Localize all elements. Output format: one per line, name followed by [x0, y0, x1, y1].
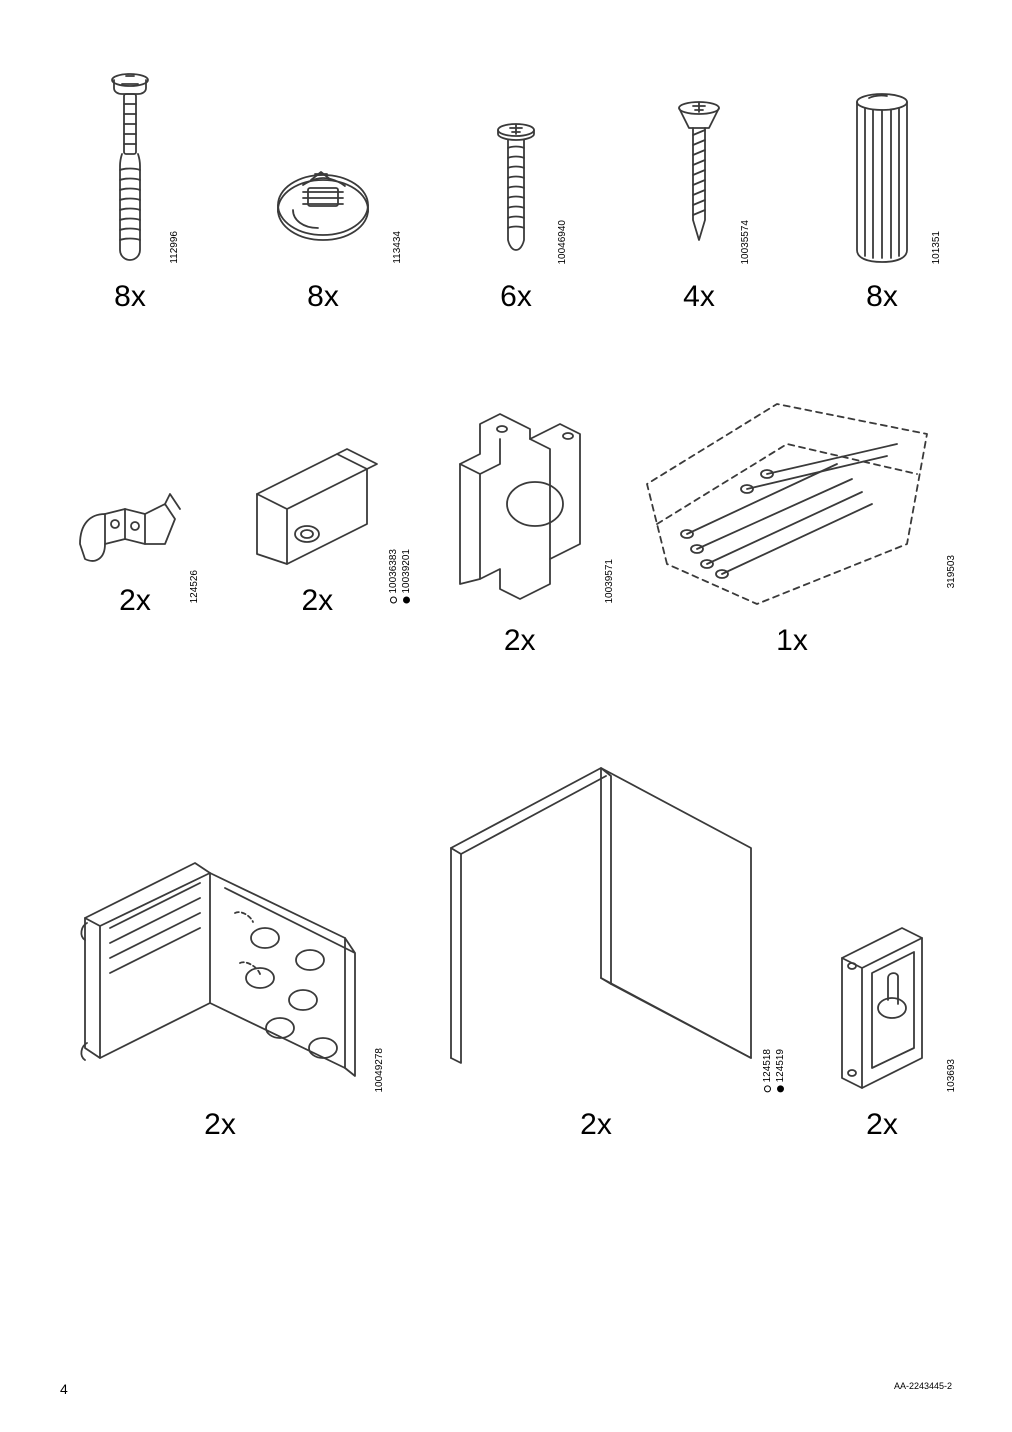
- panel-icon: [411, 728, 781, 1098]
- quantity: 1x: [776, 624, 808, 658]
- quantity: 6x: [500, 280, 532, 314]
- part-number: 10035574: [740, 220, 751, 265]
- quantity: 2x: [580, 1108, 612, 1142]
- part-wall-plate: 10039571 2x: [425, 374, 615, 658]
- part-numbers: 124518 124519: [762, 1049, 786, 1092]
- part-dowel: 101351 8x: [812, 70, 952, 314]
- screw-icon: [486, 120, 546, 270]
- part-number: 10039571: [604, 559, 615, 604]
- quantity: 2x: [866, 1108, 898, 1142]
- quantity: 2x: [204, 1108, 236, 1142]
- quantity: 8x: [866, 280, 898, 314]
- row-3: 10049278 2x 124518 124519 2x: [60, 718, 952, 1142]
- quantity: 2x: [504, 624, 536, 658]
- part-cam-bolt: 112996 8x: [60, 70, 200, 314]
- quantity: 8x: [307, 280, 339, 314]
- quantity: 4x: [683, 280, 715, 314]
- part-panel: 124518 124519 2x: [406, 718, 786, 1142]
- cam-lock-icon: [263, 150, 383, 270]
- quantity: 2x: [119, 584, 151, 618]
- part-number: 103693: [946, 1059, 957, 1092]
- doc-code: AA-2243445-2: [894, 1381, 952, 1397]
- part-folded-bracket: 10049278 2x: [60, 798, 380, 1142]
- part-keyhole-bracket: 103693 2x: [812, 898, 952, 1142]
- quantity: 8x: [114, 280, 146, 314]
- clip-icon: [70, 474, 200, 574]
- screw-b-icon: [669, 100, 729, 270]
- cam-bolt-icon: [100, 70, 160, 270]
- page-number: 4: [60, 1381, 68, 1397]
- part-number: 124526: [189, 570, 200, 603]
- part-number: 319503: [946, 555, 957, 588]
- part-clip: 124526 2x: [60, 374, 210, 658]
- part-number: 113434: [392, 231, 403, 264]
- part-screw-b: 10035574 4x: [629, 70, 769, 314]
- page-footer: 4 AA-2243445-2: [60, 1381, 952, 1397]
- part-nails-bag: 319503 1x: [632, 374, 952, 658]
- symbol-open-icon: [390, 596, 397, 603]
- symbol-filled-icon: [403, 596, 410, 603]
- part-bracket-a: 10036383 10039201 2x: [227, 374, 407, 658]
- keyhole-bracket-icon: [822, 918, 942, 1098]
- dowel-icon: [847, 90, 917, 270]
- part-number: 10049278: [374, 1048, 385, 1093]
- hardware-page: 112996 8x 1134: [0, 0, 1012, 1432]
- symbol-filled-icon: [777, 1085, 784, 1092]
- wall-plate-icon: [430, 384, 610, 614]
- part-number: 101351: [931, 231, 942, 264]
- part-cam-lock: 113434 8x: [243, 70, 403, 314]
- part-numbers: 10036383 10039201: [388, 549, 412, 604]
- folded-bracket-icon: [65, 818, 375, 1098]
- part-number: 10046940: [557, 220, 568, 265]
- part-number: 112996: [169, 231, 180, 264]
- part-screw-a: 10046940 6x: [446, 70, 586, 314]
- symbol-open-icon: [764, 1085, 771, 1092]
- nails-bag-icon: [637, 384, 947, 614]
- quantity: 2x: [301, 584, 333, 618]
- row-2: 124526 2x 10036383 10039201: [60, 374, 952, 658]
- bracket-a-icon: [237, 424, 397, 574]
- row-1: 112996 8x 1134: [60, 70, 952, 314]
